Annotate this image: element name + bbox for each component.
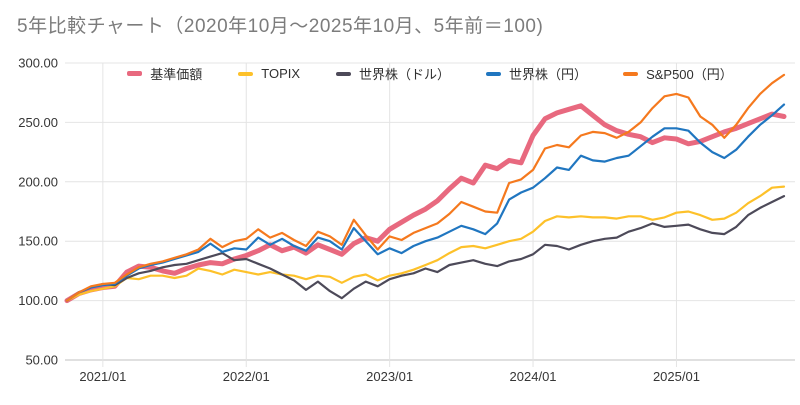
- horizontal-gridlines: [65, 62, 795, 361]
- vertical-gridlines: [102, 63, 677, 367]
- x-tick-2025: 2025/01: [653, 369, 700, 384]
- series-lines: [64, 73, 787, 304]
- world-usd-color-swatch: [336, 71, 352, 76]
- chart-title: 5年比較チャート（2020年10月〜2025年10月、5年前＝100): [17, 16, 544, 37]
- legend-label: 基準価額: [150, 67, 203, 82]
- sp500-jpy-color-swatch: [623, 71, 639, 76]
- world-jpy-color-swatch: [486, 71, 502, 76]
- fund-nav-color-swatch: [127, 71, 143, 76]
- legend-item-world-jpy[interactable]: 世界株（円）: [486, 64, 587, 83]
- series-line-1: [65, 185, 786, 302]
- chart-legend: 基準価額 TOPIX 世界株（ドル） 世界株（円） S&P500（円）: [65, 64, 795, 83]
- series-line-0: [64, 103, 787, 304]
- x-tick-2024: 2024/01: [510, 369, 557, 384]
- legend-label: S&P500（円）: [646, 67, 733, 82]
- x-tick-2023: 2023/01: [366, 369, 413, 384]
- y-tick-150: 150.00: [18, 234, 58, 249]
- y-tick-200: 200.00: [18, 174, 58, 189]
- series-line-2: [65, 195, 786, 302]
- series-line-3: [65, 103, 786, 302]
- legend-item-topix[interactable]: TOPIX: [238, 66, 300, 81]
- y-tick-250: 250.00: [18, 115, 58, 130]
- y-axis-labels: 300.00 250.00 200.00 150.00 100.00 50.00: [18, 56, 58, 368]
- x-tick-2022: 2022/01: [223, 369, 270, 384]
- legend-label: 世界株（ドル）: [359, 67, 451, 82]
- series-line-4: [65, 73, 786, 302]
- legend-item-sp500-jpy[interactable]: S&P500（円）: [623, 64, 733, 83]
- x-axis-labels: 2021/01 2022/01 2023/01 2024/01 2025/01: [79, 369, 700, 384]
- y-tick-100: 100.00: [18, 293, 58, 308]
- legend-label: TOPIX: [261, 66, 301, 81]
- topix-color-swatch: [238, 71, 254, 76]
- legend-item-world-usd[interactable]: 世界株（ドル）: [336, 64, 450, 83]
- y-tick-300: 300.00: [18, 56, 58, 71]
- legend-label: 世界株（円）: [509, 67, 588, 82]
- legend-item-fund-nav[interactable]: 基準価額: [127, 64, 202, 83]
- x-tick-2021: 2021/01: [79, 369, 126, 384]
- y-tick-50: 50.00: [25, 353, 58, 368]
